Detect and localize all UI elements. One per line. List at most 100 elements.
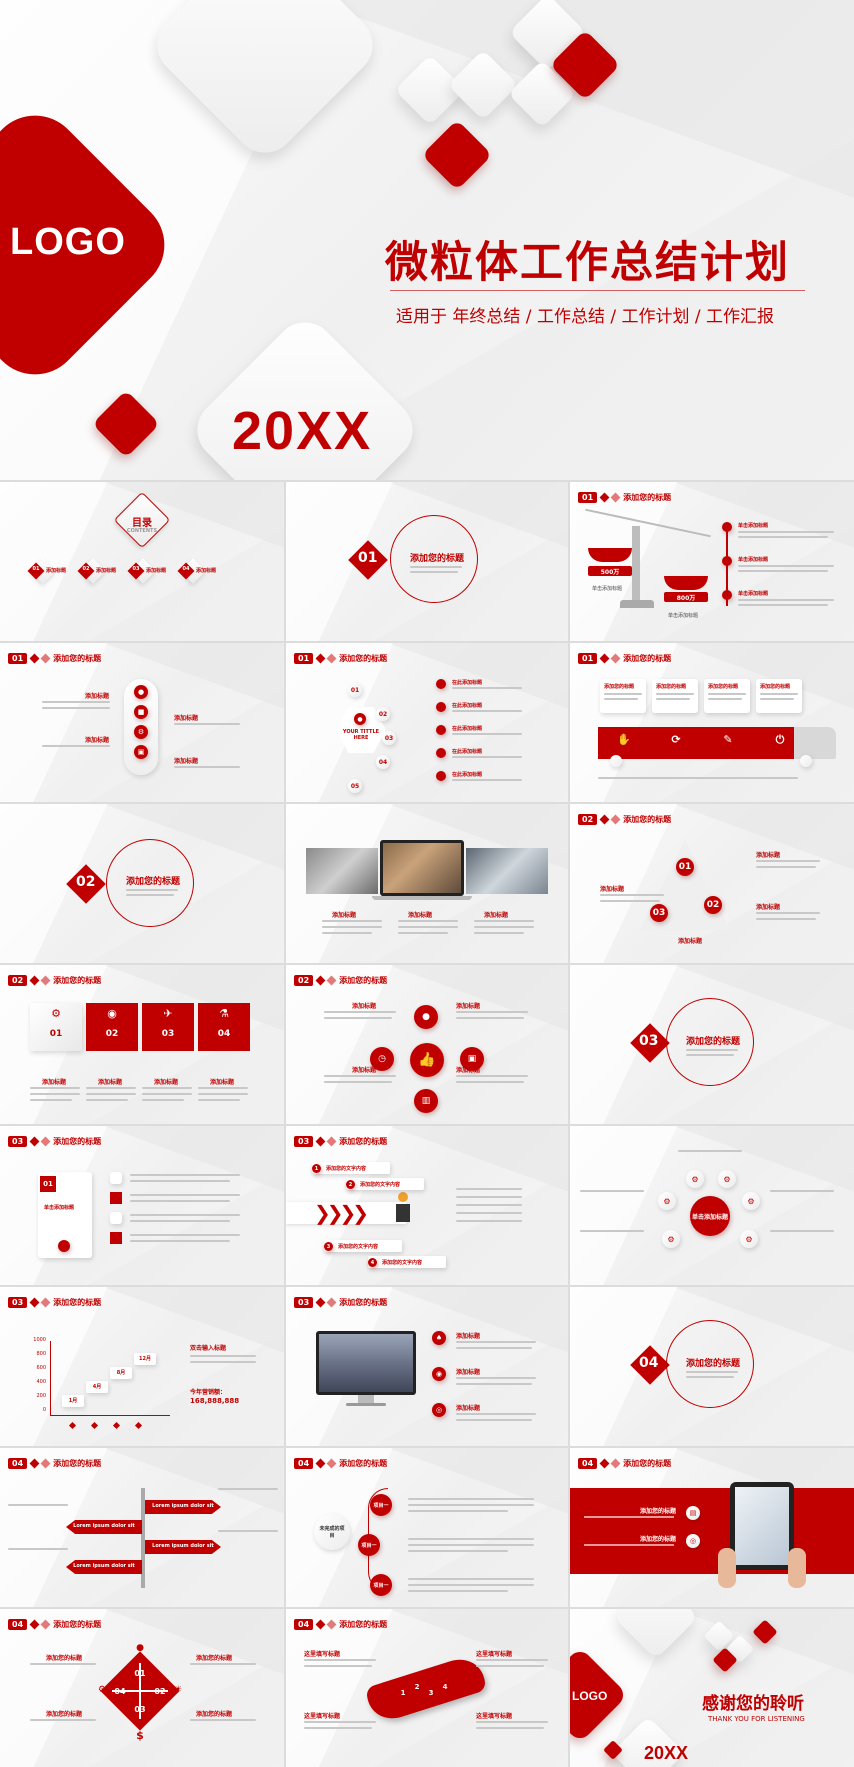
truck-item-title: 添加您的标题 xyxy=(656,684,687,690)
text-placeholder xyxy=(456,1188,522,1190)
section-ring xyxy=(390,515,478,603)
text-placeholder xyxy=(408,1538,534,1540)
toc-item-number: 04 xyxy=(182,566,190,572)
item-title: 添加标题 xyxy=(174,758,199,765)
y-tick-label: 400 xyxy=(36,1379,46,1385)
slide-stairs[interactable]: 03 添加您的标题 1000 800 600 400 200 0 1月 4月 8月 12月 双击输… xyxy=(0,1287,284,1446)
text-placeholder xyxy=(598,777,798,779)
monitor-item-title: 添加标题 xyxy=(456,1369,481,1376)
arrow-label-box xyxy=(346,1178,424,1190)
slide-photos[interactable]: 添加标题 添加标题 添加标题 xyxy=(286,804,568,963)
slide-cycle[interactable]: 02 添加您的标题 01 02 03 添加标题 添加标题 添加标题 添加标题 xyxy=(570,804,854,963)
gear-icon: ⚙ xyxy=(658,1192,676,1210)
text-placeholder xyxy=(452,779,522,781)
hand-left xyxy=(718,1548,736,1588)
slide-truck[interactable]: 01 添加您的标题 添加您的标题 ✋ 添加您的标题 ⟳ 添加您的标题 ✎ 添加您的标题 ⏻ xyxy=(570,643,854,802)
wave-item-title: 这里填写标题 xyxy=(476,1713,513,1720)
slide-cross[interactable]: 04 添加您的标题 01 02 03 04 ● ⚙ ☀ $ 添加您的标题 添加您的… xyxy=(0,1609,284,1767)
text-placeholder xyxy=(408,1584,534,1586)
slide-monitor[interactable]: 03 添加您的标题 ♠ 添加标题 ◉ 添加标题 ◎ 添加标题 xyxy=(286,1287,568,1446)
slide-hexagon[interactable]: 01 添加您的标题 ● YOUR TITTLE HERE 01 02 03 04 05 在此… xyxy=(286,643,568,802)
monitor-item-title: 添加标题 xyxy=(456,1333,481,1340)
wave-item-title: 这里填写标题 xyxy=(476,1651,513,1658)
cover-title: 微粒体工作总结计划 xyxy=(385,238,790,288)
slide-gears[interactable]: 单击添加标题 ⚙ ⚙ ⚙ ⚙ ⚙ ⚙ xyxy=(570,1126,854,1285)
refresh-icon: ⟳ xyxy=(671,733,681,746)
slide-end[interactable]: LOGO 感谢您的聆听 THANK YOU FOR LISTENING 20XX xyxy=(570,1609,854,1767)
puzzle-number: 02 xyxy=(105,1029,119,1039)
text-placeholder xyxy=(42,701,110,703)
text-placeholder xyxy=(456,1081,524,1083)
text-placeholder xyxy=(190,1663,256,1665)
slide-header: 01 添加您的标题 xyxy=(294,651,387,665)
slide-signpost[interactable]: 04 添加您的标题 Lorem ipsum dolor sit Lorem ipsu… xyxy=(0,1448,284,1607)
hex-step-number: 04 xyxy=(376,755,390,769)
slide-toc[interactable]: 目录 CONTENTS 01 添加标题 02 添加标题 03 添加标题 04 添加标题 xyxy=(0,482,284,641)
toc-item-label[interactable]: 添加标题 xyxy=(146,568,167,574)
hand-right xyxy=(788,1548,806,1588)
slide-section-02[interactable]: 02 添加您的标题 xyxy=(0,804,284,963)
puzzle-number: 01 xyxy=(49,1029,63,1039)
truck-wheel xyxy=(610,755,622,767)
hex-step-number: 02 xyxy=(376,707,390,721)
text-placeholder xyxy=(86,1093,136,1095)
arrow-band xyxy=(286,1202,406,1224)
slide-icons-vertical[interactable]: 01 添加您的标题 ● ■ ⚙ ▣ 添加标题 添加标题 添加标题 添加标题 xyxy=(0,643,284,802)
arrow-item-text: 添加您的文字内容 xyxy=(360,1182,401,1188)
text-placeholder xyxy=(770,1190,834,1192)
wave-number: 4 xyxy=(442,1683,448,1691)
timeline-line xyxy=(726,530,728,606)
slide-tablet[interactable]: 04 添加您的标题 ▤ ◎ 添加您的标题 添加您的标题 xyxy=(570,1448,854,1607)
item-icon xyxy=(436,679,446,689)
section-number: 01 xyxy=(358,550,378,566)
stair-step xyxy=(62,1395,84,1407)
cycle-item-title: 添加标题 xyxy=(756,852,781,859)
scale-pan-right xyxy=(664,576,708,590)
text-placeholder xyxy=(738,604,828,606)
slide-section-04[interactable]: 04 添加您的标题 xyxy=(570,1287,854,1446)
text-placeholder xyxy=(456,1341,536,1343)
toc-item-label[interactable]: 添加标题 xyxy=(196,568,217,574)
slide-section-01[interactable]: 01 添加您的标题 xyxy=(286,482,568,641)
text-placeholder xyxy=(456,1212,522,1214)
scale-beam xyxy=(585,508,711,538)
slide-header: 01 添加您的标题 xyxy=(578,651,671,665)
hex-item-title: 在此添加标题 xyxy=(452,772,483,778)
text-placeholder xyxy=(686,1376,734,1378)
slide-arrows[interactable]: 03 添加您的标题 ❯❯❯❯ 1 添加您的文字内容 2 添加您的文字内容 3 添加您的文字内… xyxy=(286,1126,568,1285)
text-placeholder xyxy=(86,1099,128,1101)
signpost-arrow xyxy=(66,1560,142,1574)
slide-scale[interactable]: 01 添加您的标题 500万 800万 单击添加标题 单击添加标题 单击添加标题单… xyxy=(570,482,854,641)
text-placeholder xyxy=(142,1087,192,1089)
gear-icon: ⚙ xyxy=(97,1685,107,1695)
item-icon xyxy=(436,748,446,758)
slide-puzzle[interactable]: 02 添加您的标题 ⚙ 01 ◉ 02 ✈ 03 ⚗ 04 添加标题 添加标题 添加标题 添加标题 xyxy=(0,965,284,1124)
puzzle-number: 03 xyxy=(161,1029,175,1039)
toc-item-label[interactable]: 添加标题 xyxy=(46,568,67,574)
cover-slide[interactable]: LOGO 微粒体工作总结计划 适用于 年终总结 / 工作总结 / 工作计划 / … xyxy=(0,0,854,480)
slide-timeline[interactable]: 04 添加您的标题 未完成的项目 项目一 项目一 项目一 xyxy=(286,1448,568,1607)
slide-header: 03 添加您的标题 xyxy=(294,1295,387,1309)
toc-item-label[interactable]: 添加标题 xyxy=(96,568,117,574)
text-placeholder xyxy=(600,900,660,902)
text-placeholder xyxy=(456,1377,536,1379)
text-placeholder xyxy=(476,1727,544,1729)
text-placeholder xyxy=(756,860,820,862)
text-placeholder xyxy=(190,1719,256,1721)
list-number: 01 xyxy=(40,1176,56,1192)
slide-list[interactable]: 03 添加您的标题 01 单击添加标题 xyxy=(0,1126,284,1285)
camera-icon: ◉ xyxy=(432,1367,446,1381)
slide-header: 04 添加您的标题 xyxy=(8,1456,101,1470)
text-placeholder xyxy=(324,1011,396,1013)
text-placeholder xyxy=(456,1204,522,1206)
text-placeholder xyxy=(604,698,638,700)
icon-item-title: 添加标题 xyxy=(352,1003,377,1010)
slide-icon-cluster[interactable]: 02 添加您的标题 👍 ● ◷ ▣ ▥ 添加标题 添加标题 添加标题 添加标题 xyxy=(286,965,568,1124)
hat-icon: ♠ xyxy=(432,1331,446,1345)
puzzle-number: 04 xyxy=(217,1029,231,1039)
puzzle-piece xyxy=(142,1003,194,1051)
cross-number: 01 xyxy=(134,1669,146,1678)
slide-section-03[interactable]: 03 添加您的标题 xyxy=(570,965,854,1124)
text-placeholder xyxy=(770,1230,834,1232)
